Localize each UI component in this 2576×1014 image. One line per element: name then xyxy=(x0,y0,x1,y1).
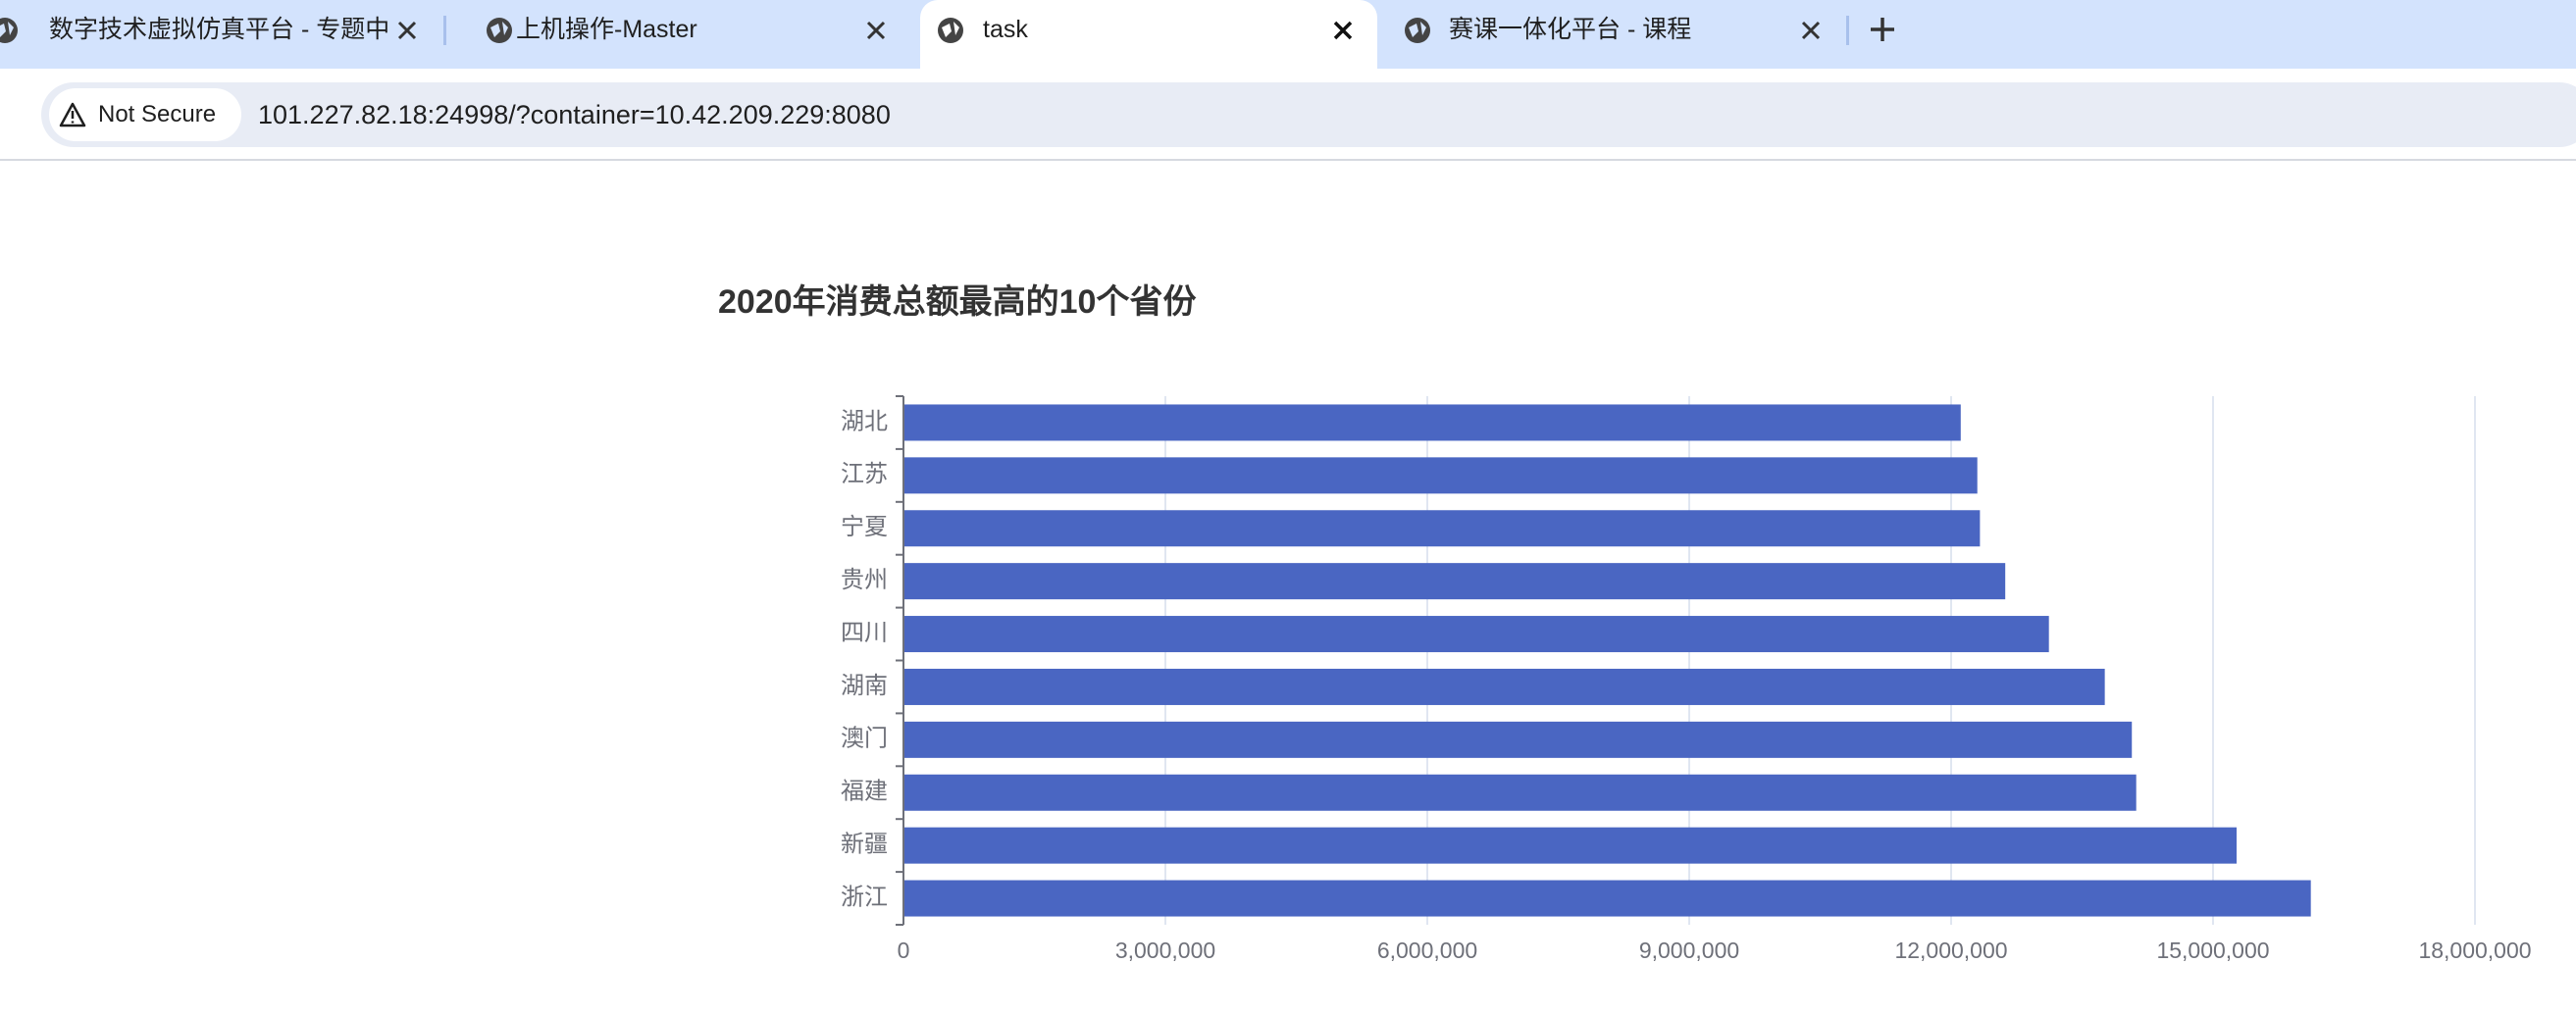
x-tick-label: 15,000,000 xyxy=(2156,938,2269,963)
bar xyxy=(903,721,2133,758)
new-tab-button[interactable] xyxy=(1869,16,1896,43)
bar xyxy=(903,774,2137,811)
address-bar[interactable] xyxy=(41,82,2576,147)
close-icon[interactable] xyxy=(1800,20,1822,41)
url[interactable]: 101.227.82.18:24998/?container=10.42.209… xyxy=(258,100,891,129)
x-tick-label: 0 xyxy=(898,938,910,963)
globe-icon xyxy=(0,18,18,43)
close-icon[interactable] xyxy=(865,20,887,41)
x-tick-label: 18,000,000 xyxy=(2418,938,2531,963)
security-label: Not Secure xyxy=(98,101,217,127)
bar xyxy=(903,668,2105,705)
bar xyxy=(903,457,1978,494)
tab-separator xyxy=(1846,16,1849,45)
bar xyxy=(903,880,2311,917)
security-chip[interactable]: Not Secure xyxy=(49,88,241,141)
tab-title: task xyxy=(983,16,1028,43)
globe-icon xyxy=(1405,18,1430,43)
x-tick-label: 6,000,000 xyxy=(1377,938,1477,963)
tab-separator xyxy=(443,16,446,45)
tab[interactable]: 赛课一体化平台 - 课程 xyxy=(1393,0,1844,69)
bar xyxy=(903,616,2049,653)
bar xyxy=(903,404,1961,441)
tab-title: 赛课一体化平台 - 课程 xyxy=(1449,16,1692,43)
x-tick-label: 12,000,000 xyxy=(1894,938,2007,963)
x-tick-label: 9,000,000 xyxy=(1639,938,1739,963)
close-icon[interactable] xyxy=(396,20,418,41)
y-tick-label: 宁夏 xyxy=(841,514,888,540)
x-tick-label: 3,000,000 xyxy=(1115,938,1215,963)
tab-active[interactable]: task xyxy=(920,0,1377,69)
y-tick-label: 湖南 xyxy=(841,673,888,699)
bar xyxy=(903,563,2006,600)
close-icon[interactable] xyxy=(1332,20,1354,41)
y-tick-label: 江苏 xyxy=(841,461,888,487)
globe-icon xyxy=(487,18,512,43)
tab-title: 上机操作-Master xyxy=(516,16,697,43)
y-tick-label: 福建 xyxy=(841,779,888,805)
y-tick-label: 浙江 xyxy=(841,884,888,910)
tab[interactable]: 上机操作-Master xyxy=(461,0,893,69)
tab-title: 数字技术虚拟仿真平台 - 专题中 xyxy=(49,16,390,43)
y-tick-label: 澳门 xyxy=(841,726,888,752)
bar xyxy=(903,827,2238,864)
chart-title: 2020年消费总额最高的10个省份 xyxy=(718,283,1196,321)
globe-icon xyxy=(938,18,963,43)
chart: 2020年消费总额最高的10个省份 0 3,000,000 6,000,000 9,0… xyxy=(718,283,2532,963)
y-tick-label: 贵州 xyxy=(841,567,888,593)
y-tick-label: 湖北 xyxy=(841,408,888,434)
y-tick-label: 新疆 xyxy=(841,831,888,857)
bar xyxy=(903,510,1981,547)
tab[interactable]: 数字技术虚拟仿真平台 - 专题中 xyxy=(0,0,422,69)
warning-icon xyxy=(59,102,86,127)
y-tick-label: 四川 xyxy=(841,620,888,646)
tab-bar: 数字技术虚拟仿真平台 - 专题中 上机操作-Master task 赛课一体化平… xyxy=(0,0,2576,69)
